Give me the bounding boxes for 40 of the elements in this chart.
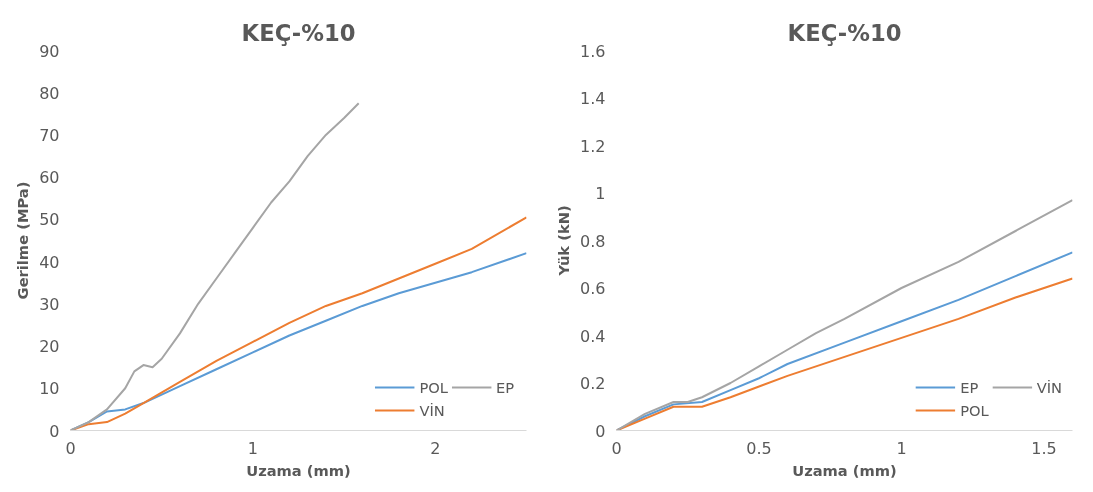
legend-label: POL xyxy=(419,378,448,396)
y-tick-label: 0.8 xyxy=(580,231,606,251)
x-tick-label: 2 xyxy=(430,438,441,458)
legend-label: EP xyxy=(960,378,980,396)
y-tick-label: 60 xyxy=(39,168,60,188)
y-tick-label: 90 xyxy=(39,41,60,61)
x-tick-label: 1.5 xyxy=(1031,438,1057,458)
x-axis-title: Uzama (mm) xyxy=(792,461,897,479)
y-tick-label: 80 xyxy=(39,83,60,103)
y-tick-label: 0.6 xyxy=(580,279,606,298)
y-tick-label: 0.4 xyxy=(580,326,606,346)
y-tick-label: 40 xyxy=(39,252,60,272)
y-tick-label: 1 xyxy=(595,184,606,203)
x-tick-label: 0 xyxy=(65,438,76,458)
legend-label: POL xyxy=(960,401,989,419)
y-tick-label: 0.2 xyxy=(580,374,606,393)
y-tick-label: 20 xyxy=(39,337,60,357)
chart-title: KEÇ-%10 xyxy=(241,19,356,46)
legend-label: VİN xyxy=(1036,378,1062,396)
y-tick-label: 30 xyxy=(39,294,60,314)
x-tick-label: 1 xyxy=(247,438,258,458)
y-tick-label: 70 xyxy=(39,125,60,145)
x-axis-title: Uzama (mm) xyxy=(246,461,351,479)
y-tick-label: 10 xyxy=(39,379,60,399)
y-tick-label: 50 xyxy=(39,210,60,230)
y-tick-label: 0 xyxy=(595,421,606,441)
x-tick-label: 0 xyxy=(611,438,622,458)
line-series xyxy=(616,199,1073,431)
legend-label: EP xyxy=(496,378,516,396)
legend-label: VİN xyxy=(419,401,445,419)
x-tick-label: 1 xyxy=(896,438,907,458)
y-axis-title: Yük (kN) xyxy=(555,205,573,277)
y-tick-label: 1.4 xyxy=(580,89,606,108)
y-tick-label: 1.2 xyxy=(580,136,606,156)
y-tick-label: 0 xyxy=(49,421,60,441)
y-axis-title: Gerilme (MPa) xyxy=(14,181,32,300)
x-tick-label: 0.5 xyxy=(746,438,772,458)
chart-title: KEÇ-%10 xyxy=(787,19,902,46)
y-tick-label: 1.6 xyxy=(580,41,606,61)
line-series xyxy=(70,102,360,431)
